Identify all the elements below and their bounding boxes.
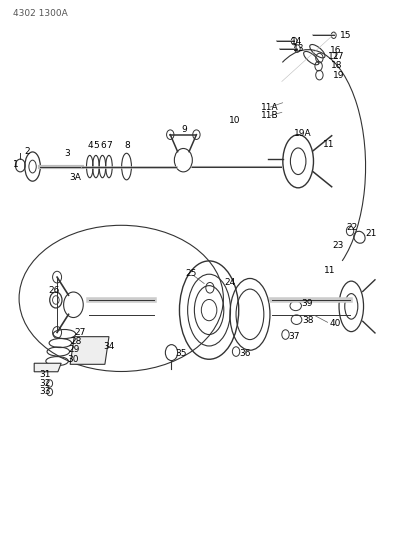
- Text: 28: 28: [70, 337, 82, 346]
- Text: 4: 4: [87, 141, 93, 150]
- Text: 17: 17: [332, 52, 343, 61]
- Text: 10: 10: [228, 116, 240, 125]
- Text: 11B: 11B: [261, 111, 278, 120]
- Text: 25: 25: [185, 269, 196, 278]
- Text: 3A: 3A: [69, 173, 81, 182]
- Text: 3: 3: [64, 149, 70, 158]
- Text: 19A: 19A: [293, 129, 311, 138]
- Text: 36: 36: [239, 349, 250, 358]
- Text: 26: 26: [48, 286, 60, 295]
- Polygon shape: [70, 337, 109, 365]
- Text: 15: 15: [339, 31, 351, 40]
- Text: 6: 6: [100, 141, 106, 150]
- Text: 4302 1300A: 4302 1300A: [13, 10, 67, 19]
- Text: 40: 40: [329, 319, 341, 328]
- Text: 5: 5: [93, 141, 99, 150]
- Text: 23: 23: [332, 241, 343, 250]
- Text: 21: 21: [365, 229, 376, 238]
- Text: 1: 1: [13, 160, 19, 169]
- Text: 34: 34: [103, 342, 115, 351]
- Text: 22: 22: [346, 223, 357, 232]
- Text: 35: 35: [175, 349, 187, 358]
- Text: 11: 11: [324, 266, 335, 274]
- Text: 37: 37: [288, 332, 299, 341]
- Text: 9: 9: [181, 125, 187, 134]
- Text: 29: 29: [68, 345, 80, 354]
- Text: 24: 24: [224, 278, 235, 287]
- Text: 11A: 11A: [261, 102, 278, 111]
- Text: 30: 30: [67, 355, 79, 364]
- Text: 12: 12: [327, 52, 338, 61]
- Polygon shape: [34, 364, 61, 372]
- Text: 13: 13: [292, 44, 303, 53]
- Text: 38: 38: [301, 316, 313, 325]
- Text: 31: 31: [39, 370, 51, 379]
- Text: 16: 16: [329, 46, 340, 55]
- Text: 7: 7: [106, 141, 112, 150]
- Text: 2: 2: [24, 147, 29, 156]
- Text: 39: 39: [301, 299, 312, 308]
- Text: 18: 18: [330, 61, 342, 70]
- Text: 8: 8: [124, 141, 130, 150]
- Text: 14: 14: [290, 37, 301, 46]
- Text: 19: 19: [332, 70, 343, 79]
- Text: 32: 32: [39, 379, 51, 388]
- Text: 27: 27: [74, 328, 86, 337]
- Text: 11: 11: [322, 140, 333, 149]
- Text: 33: 33: [39, 387, 51, 397]
